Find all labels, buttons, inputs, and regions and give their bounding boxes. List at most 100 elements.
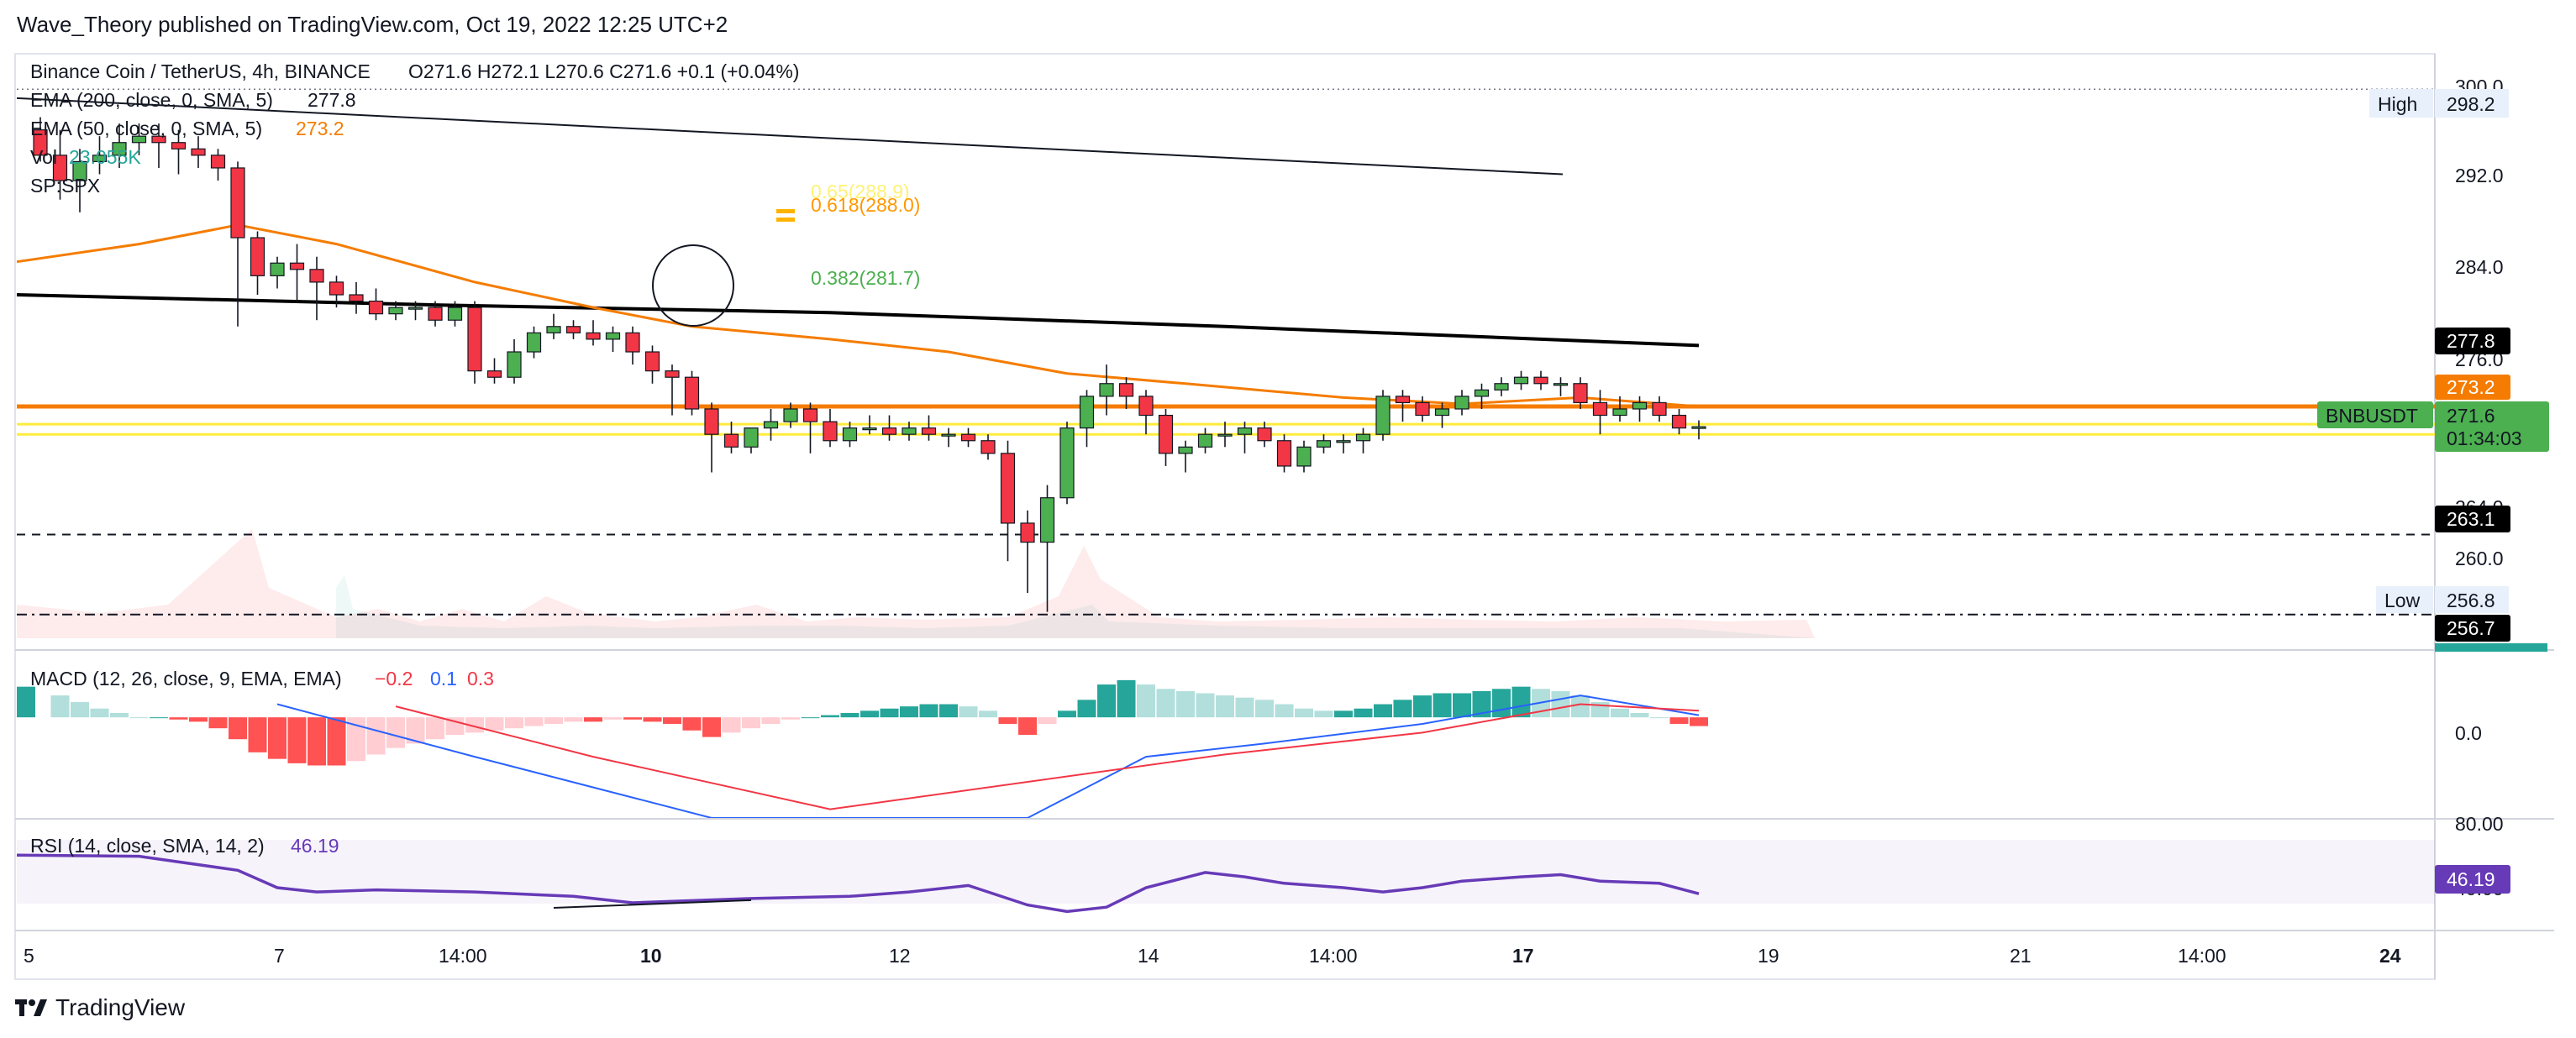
macd-histogram-bar <box>169 717 188 720</box>
rsi-band <box>17 840 2435 904</box>
candle-body <box>1158 414 1174 454</box>
candle-body <box>1671 414 1687 429</box>
price-axis[interactable]: 300.0 292.0 284.0 276.0 264.0 260.0 0.0 … <box>2455 76 2504 899</box>
candle-body <box>52 155 68 181</box>
low-badge-value: 256.8 <box>2447 590 2495 611</box>
candle <box>902 422 917 441</box>
candle-body <box>605 332 621 340</box>
macd-histogram-bar <box>189 717 208 722</box>
time-tick: 24 <box>2379 945 2401 967</box>
candle <box>1000 440 1016 562</box>
candle <box>862 415 877 435</box>
candle-body <box>368 300 384 315</box>
candle-body <box>151 135 166 144</box>
fib-marker-top <box>776 209 795 213</box>
legend-rsi: RSI (14, close, SMA, 14, 2) <box>30 835 265 857</box>
candle <box>329 275 344 308</box>
candles[interactable] <box>33 117 1706 612</box>
macd-histogram-bar <box>860 710 879 718</box>
macd-histogram-bar <box>1630 712 1649 718</box>
legend-macd-v2: 0.1 <box>430 668 457 689</box>
candle-body <box>1533 376 1548 385</box>
candle <box>507 338 522 384</box>
macd-histogram-bar <box>584 717 602 722</box>
candle <box>1375 390 1391 441</box>
macd-histogram-bar <box>959 706 978 718</box>
candle-body <box>1494 383 1509 391</box>
candle <box>960 427 976 448</box>
tradingview-logo-icon <box>15 998 49 1018</box>
candle <box>823 408 838 448</box>
macd-histogram-bar <box>1433 693 1452 718</box>
macd-histogram-bar <box>1393 700 1412 718</box>
candle <box>368 288 384 321</box>
candle-body <box>1039 497 1055 543</box>
candle <box>1237 422 1253 453</box>
candle <box>802 402 818 453</box>
volume-area <box>17 529 1815 638</box>
candle-body <box>941 433 956 437</box>
volume-badge <box>2435 643 2547 652</box>
candle <box>980 434 996 460</box>
time-tick: 21 <box>2010 945 2032 967</box>
candle <box>388 301 403 321</box>
macd-histogram-bar <box>1571 695 1590 718</box>
candle-body <box>823 421 838 442</box>
ema50-line <box>16 223 1700 408</box>
candle <box>586 320 601 346</box>
tradingview-brand[interactable]: TradingView <box>15 994 185 1021</box>
macd-histogram-bar <box>1117 679 1136 718</box>
macd-histogram-bar <box>287 717 307 763</box>
candle-body <box>1434 408 1450 417</box>
candle <box>270 256 285 289</box>
candle-body <box>1079 396 1095 429</box>
legend-ema50-value: 273.2 <box>296 118 344 139</box>
legend-macd-v3: 0.3 <box>467 668 494 689</box>
candle-body <box>921 427 937 435</box>
candle <box>1020 510 1035 594</box>
candle-body <box>881 427 897 435</box>
macd-histogram-bar <box>248 717 267 752</box>
legend-vol-value: 23.055K <box>69 146 141 168</box>
macd-histogram-bar <box>623 717 642 720</box>
macd-histogram-bar <box>1551 690 1570 718</box>
macd-histogram-bar <box>1453 693 1471 718</box>
candle-body <box>1197 433 1213 448</box>
macd-histogram-bar <box>1156 689 1175 718</box>
candle-body <box>625 332 640 353</box>
price-tick: 260.0 <box>2455 548 2504 569</box>
candle <box>1099 364 1114 416</box>
high-badge: High 298.2 <box>2369 89 2509 118</box>
macd-histogram-bar <box>1314 710 1333 718</box>
candle-body <box>665 370 680 378</box>
candle <box>151 123 166 168</box>
candle <box>1118 377 1134 409</box>
time-tick: 12 <box>889 945 911 967</box>
candle <box>1059 422 1075 505</box>
macd-histogram-bar <box>1058 710 1076 718</box>
macd-histogram-bar <box>1472 690 1491 718</box>
support-badge-value: 263.1 <box>2447 508 2495 530</box>
rsi-pane <box>16 853 1700 914</box>
candle <box>1217 422 1233 448</box>
candle <box>191 136 206 168</box>
macd-pane <box>17 679 1708 818</box>
time-axis[interactable]: 5 7 14:00 10 12 14 14:00 17 19 21 14:00 … <box>24 945 2401 967</box>
macd-histogram-bar <box>426 717 444 740</box>
candle-body <box>72 160 87 181</box>
time-tick: 10 <box>640 945 662 967</box>
candle <box>407 301 423 321</box>
legend-ema200: EMA (200, close, 0, SMA, 5) <box>30 89 273 111</box>
macd-histogram-bar <box>485 717 504 731</box>
candle <box>1632 396 1648 422</box>
macd-histogram-bar <box>327 717 346 766</box>
macd-histogram-bar <box>702 717 721 737</box>
candle <box>428 301 443 327</box>
macd-histogram-bar <box>129 717 149 719</box>
rsi-tick: 80.00 <box>2455 813 2504 835</box>
candle <box>1573 377 1588 409</box>
candle-body <box>723 433 739 448</box>
candle-body <box>980 440 996 454</box>
candle <box>1553 377 1569 396</box>
